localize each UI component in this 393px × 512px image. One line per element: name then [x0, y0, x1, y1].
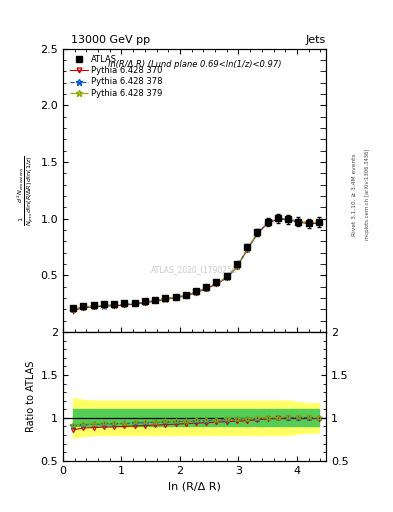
Text: ln(R/Δ R) (Lund plane 0.69<ln(1/z)<0.97): ln(R/Δ R) (Lund plane 0.69<ln(1/z)<0.97) — [108, 60, 281, 69]
Legend: ATLAS, Pythia 6.428 370, Pythia 6.428 378, Pythia 6.428 379: ATLAS, Pythia 6.428 370, Pythia 6.428 37… — [67, 53, 165, 100]
Text: 13000 GeV pp: 13000 GeV pp — [71, 35, 150, 45]
Text: Rivet 3.1.10, ≥ 3.4M events: Rivet 3.1.10, ≥ 3.4M events — [352, 153, 357, 236]
Text: mcplots.cern.ch [arXiv:1306.3436]: mcplots.cern.ch [arXiv:1306.3436] — [365, 149, 371, 240]
Y-axis label: Ratio to ATLAS: Ratio to ATLAS — [26, 361, 36, 432]
X-axis label: ln (R/Δ R): ln (R/Δ R) — [168, 481, 221, 491]
Text: ATLAS_2020_I1790256: ATLAS_2020_I1790256 — [151, 265, 238, 274]
Text: Jets: Jets — [306, 35, 326, 45]
Y-axis label: $\frac{1}{N_{\mathrm{jets}}}\frac{d^2 N_{\mathrm{emissions}}}{d\ln(R/\Delta R)\,: $\frac{1}{N_{\mathrm{jets}}}\frac{d^2 N_… — [15, 155, 36, 226]
